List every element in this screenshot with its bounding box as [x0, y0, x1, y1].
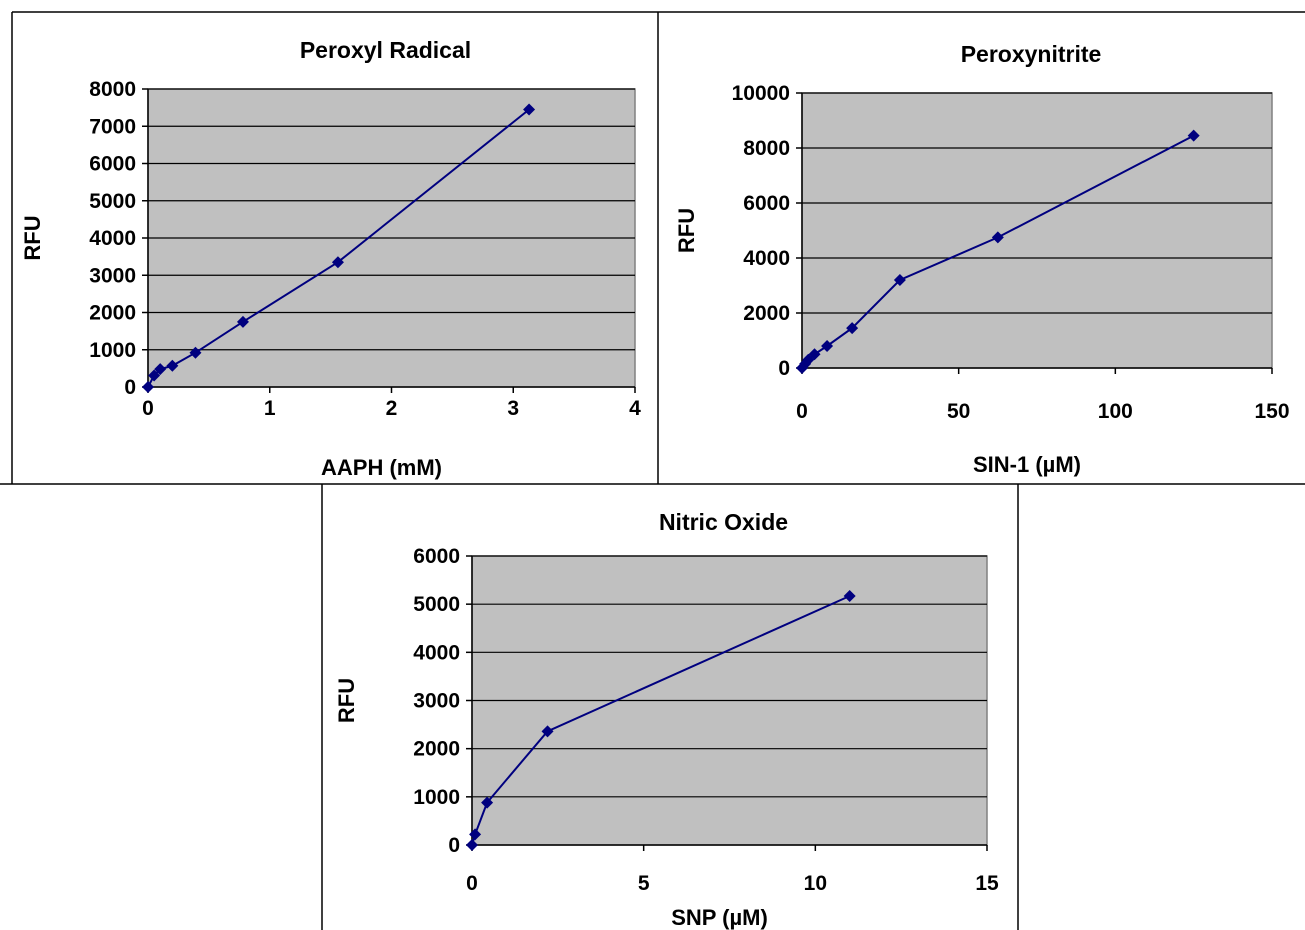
y-tick-label: 3000 [413, 690, 460, 713]
data-point [236, 315, 249, 328]
x-tick-label: 50 [947, 400, 970, 423]
y-tick-label: 8000 [89, 78, 136, 101]
x-tick-label: 1 [264, 397, 276, 420]
y-tick-label: 5000 [89, 190, 136, 213]
x-tick-label: 15 [975, 872, 999, 895]
data-point [541, 725, 554, 738]
y-tick-label: 1000 [89, 339, 136, 362]
y-tick-label: 8000 [743, 137, 790, 160]
y-tick-label: 2000 [413, 738, 460, 761]
chart-peroxynitrite: 0 2000 4000 6000 8000 10000 0 50 100 150 Peroxynit… [674, 41, 1290, 477]
chart-nitric-oxide: 0 1000 2000 3000 4000 5000 6000 0 5 10 15 Nitric Ox… [334, 509, 999, 930]
data-point [331, 256, 344, 269]
x-tick-label: 4 [629, 397, 641, 420]
chart-title: Peroxyl Radical [300, 37, 471, 63]
data-point [154, 363, 167, 376]
data-point [893, 274, 906, 286]
x-tick-label: 150 [1254, 400, 1289, 423]
y-tick-label: 10000 [732, 82, 790, 105]
y-tick-label: 0 [448, 834, 460, 857]
data-point [1187, 129, 1200, 142]
data-point [821, 340, 834, 352]
y-tick-label: 4000 [743, 247, 790, 270]
y-tick-label: 2000 [89, 302, 136, 325]
y-tick-label: 0 [778, 357, 790, 380]
x-axis-label: SIN-1 (µM) [973, 452, 1081, 477]
chart-title: Nitric Oxide [659, 509, 788, 535]
y-tick-label: 0 [124, 376, 136, 399]
y-tick-label: 6000 [413, 545, 460, 568]
x-tick-label: 0 [796, 400, 808, 423]
x-tick-label: 100 [1098, 400, 1133, 423]
x-tick-label: 3 [507, 397, 519, 420]
y-tick-label: 4000 [413, 641, 460, 664]
data-point [481, 796, 494, 809]
plot-area [801, 92, 1273, 369]
y-tick-label: 7000 [89, 115, 136, 138]
data-point [523, 103, 536, 116]
chart-title: Peroxynitrite [961, 41, 1102, 67]
data-point [808, 348, 821, 361]
y-tick-label: 1000 [413, 786, 460, 809]
x-tick-label: 5 [638, 872, 650, 895]
y-axis-label: RFU [334, 678, 359, 723]
y-tick-label: 6000 [89, 153, 136, 176]
data-point [846, 322, 859, 335]
y-tick-label: 2000 [743, 302, 790, 325]
y-axis-label: RFU [20, 215, 45, 260]
x-axis-label: AAPH (mM) [321, 455, 442, 480]
y-tick-label: 6000 [743, 192, 790, 215]
data-point [166, 359, 179, 372]
data-point [148, 369, 161, 382]
panel-frames [0, 11, 1305, 930]
y-axis-label: RFU [674, 208, 699, 253]
data-point [142, 381, 154, 393]
data-point [843, 589, 856, 602]
data-point [991, 231, 1004, 244]
x-tick-label: 10 [804, 872, 827, 895]
data-point [466, 839, 478, 851]
y-tick-label: 4000 [89, 227, 136, 250]
y-tick-label: 3000 [89, 264, 136, 287]
data-point [469, 828, 482, 841]
x-tick-label: 2 [386, 397, 398, 420]
x-tick-label: 0 [466, 872, 478, 895]
x-tick-label: 0 [142, 397, 154, 420]
y-tick-label: 5000 [413, 593, 460, 616]
chart-peroxyl-radical: 0 1000 2000 3000 4000 5000 6000 7000 8000 0 1 2 3 4 Pe… [20, 37, 641, 480]
data-point [189, 346, 202, 359]
x-axis-label: SNP (µM) [671, 905, 768, 930]
